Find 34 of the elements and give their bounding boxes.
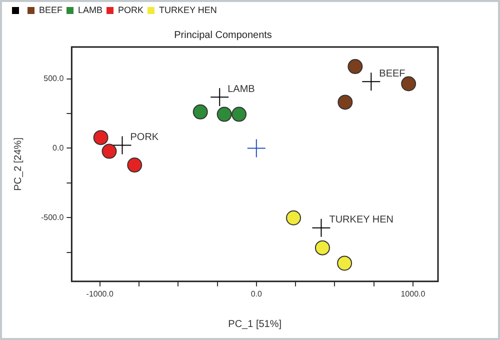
point (216, 106, 232, 122)
point (401, 76, 416, 92)
point (93, 130, 108, 146)
y-tick-label: 0.0 (52, 143, 64, 152)
annotation: BEEF (379, 68, 406, 80)
point (362, 72, 381, 92)
legend-label: PORK (118, 4, 144, 15)
point (192, 104, 208, 120)
chart-title: Principal Components (174, 30, 272, 41)
y-tick-label: -500.0 (40, 212, 64, 222)
x-tick-label: -1000.0 (86, 289, 114, 298)
annotation: LAMB (228, 84, 256, 95)
point (102, 144, 117, 159)
y-tick-label: 500.0 (44, 74, 64, 84)
y-axis-title: PC_2 [24%] (12, 137, 24, 191)
annotation: PORK (130, 132, 159, 143)
point (232, 106, 247, 122)
point (312, 218, 331, 238)
annotation: TURKEY HEN (329, 214, 394, 226)
point (314, 240, 330, 256)
point (112, 136, 132, 155)
x-tick-label: 0.0 (250, 289, 263, 298)
x-axis-title: PC_1 [51%] (228, 318, 282, 330)
point (246, 138, 266, 158)
legend-label: TURKEY HEN (159, 4, 217, 15)
point (286, 210, 302, 226)
point (337, 256, 352, 271)
point (127, 158, 142, 173)
point (348, 59, 363, 74)
legend-label: BEEF (39, 4, 64, 15)
x-tick-label: 1000.0 (400, 289, 426, 298)
point (210, 88, 230, 107)
point (338, 94, 353, 110)
legend-label: LAMB (78, 4, 103, 15)
